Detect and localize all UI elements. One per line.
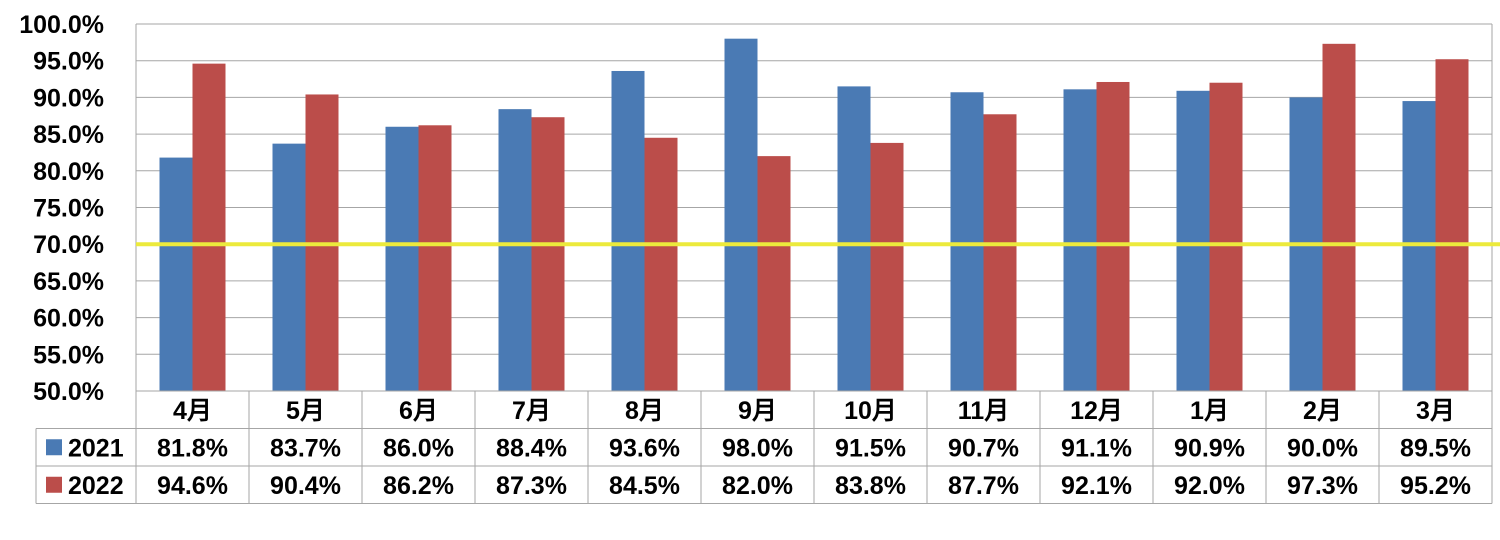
y-tick-label: 70.0% [33,231,104,259]
data-label: 90.0% [1287,434,1358,462]
bar-2021-7月 [498,109,532,392]
x-category-label: 5月 [286,397,325,425]
bar-2022-10月 [870,142,904,391]
data-label: 88.4% [496,434,567,462]
bar-2022-8月 [644,137,678,391]
y-tick-label: 100.0% [19,11,104,39]
y-tick-label: 95.0% [33,48,104,76]
legend-key-2021 [46,439,62,456]
bar-2021-11月 [950,92,984,392]
data-label: 84.5% [609,472,680,500]
x-category-label: 12月 [1070,397,1123,425]
bar-2021-1月 [1176,90,1210,391]
legend-label: 2021 [68,434,124,462]
bar-2022-12月 [1096,81,1130,392]
bar-2021-9月 [724,38,758,392]
x-category-label: 6月 [399,397,438,425]
data-label: 90.7% [948,434,1019,462]
data-label: 93.6% [609,434,680,462]
bar-2022-3月 [1435,59,1469,392]
data-label: 95.2% [1400,472,1471,500]
x-category-label: 11月 [958,397,1009,425]
x-category-label: 4月 [173,397,212,425]
bar-2021-5月 [272,143,306,391]
data-label: 86.0% [383,434,454,462]
x-category-label: 9月 [738,397,777,425]
bar-2022-9月 [757,156,791,391]
y-tick-label: 80.0% [33,158,104,186]
y-tick-label: 90.0% [33,84,104,112]
bar-2022-1月 [1209,82,1243,391]
x-category-label: 10月 [844,397,897,425]
data-label: 83.8% [835,472,906,500]
data-label: 86.2% [383,472,454,500]
y-tick-label: 55.0% [33,341,104,369]
data-label: 83.7% [270,434,341,462]
data-label: 91.1% [1061,434,1132,462]
data-label: 87.3% [496,472,567,500]
legend-label: 2022 [68,472,124,500]
y-tick-label: 65.0% [33,268,104,296]
legend-key-2022 [46,476,62,493]
bar-2021-6月 [385,126,419,391]
bar-2022-4月 [192,63,226,392]
data-label: 94.6% [157,472,228,500]
data-label: 92.0% [1174,472,1245,500]
bar-2022-11月 [983,114,1017,392]
bar-2022-2月 [1322,43,1356,392]
x-category-label: 7月 [512,397,551,425]
bar-2021-12月 [1063,89,1097,392]
bar-2022-6月 [418,125,452,392]
data-label: 87.7% [948,472,1019,500]
x-category-label: 3月 [1416,397,1455,425]
data-label: 97.3% [1287,472,1358,500]
y-tick-label: 60.0% [33,305,104,333]
bar-2021-8月 [611,70,645,391]
x-category-label: 1月 [1190,397,1229,425]
bar-2022-7月 [531,117,565,391]
x-category-label: 8月 [625,397,664,425]
bar-2021-4月 [159,157,193,391]
y-tick-label: 50.0% [33,378,104,406]
data-label: 82.0% [722,472,793,500]
data-label: 89.5% [1400,434,1471,462]
data-label: 92.1% [1061,472,1132,500]
data-label: 90.9% [1174,434,1245,462]
y-tick-label: 75.0% [33,195,104,223]
y-tick-label: 85.0% [33,121,104,149]
data-label: 81.8% [157,434,228,462]
bar-2021-10月 [837,86,871,391]
data-label: 91.5% [835,434,906,462]
data-label: 98.0% [722,434,793,462]
x-category-label: 2月 [1303,397,1342,425]
data-label: 90.4% [270,472,341,500]
